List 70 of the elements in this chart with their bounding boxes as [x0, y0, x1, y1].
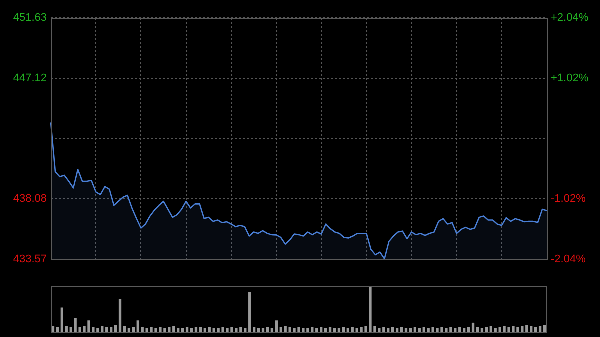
bar [476, 327, 480, 332]
bar [342, 327, 346, 332]
bar [543, 325, 546, 332]
bar [132, 327, 135, 332]
bar [248, 292, 252, 332]
bar [392, 327, 394, 332]
bar [280, 327, 282, 332]
bar [472, 322, 475, 332]
y2-tick-label: +1.02% [551, 72, 589, 84]
bar [65, 326, 68, 332]
bar [422, 327, 426, 332]
bar [396, 328, 399, 332]
bar [190, 328, 194, 332]
bar [324, 328, 328, 332]
y2-tick-label: +2.04% [551, 12, 589, 24]
bar [463, 328, 466, 332]
bar [467, 327, 470, 332]
y-tick-label: 438.08 [13, 193, 47, 206]
bar [266, 327, 270, 332]
bar [275, 320, 278, 332]
bar [262, 328, 265, 332]
bar [328, 327, 332, 332]
bar [414, 327, 417, 332]
bar [56, 327, 60, 332]
bar [252, 327, 256, 332]
bar [118, 299, 122, 332]
bar [490, 326, 492, 332]
bar [181, 328, 184, 332]
bar [204, 328, 206, 332]
bar [128, 328, 131, 332]
bar [400, 327, 404, 332]
bar [114, 325, 118, 332]
bar [387, 328, 390, 332]
bar [194, 327, 198, 332]
bar [110, 327, 113, 332]
bar [320, 327, 323, 332]
bar [244, 328, 247, 332]
y-tick-label: 433.57 [13, 253, 47, 266]
y2-tick-label: -1.02% [551, 193, 586, 206]
bar [409, 328, 412, 332]
bar [351, 327, 354, 332]
bar [534, 327, 538, 332]
bar [485, 327, 488, 332]
bar [101, 326, 104, 332]
bar [316, 328, 318, 332]
bar [458, 327, 462, 332]
bar [172, 326, 176, 332]
bar [186, 327, 189, 332]
bar [257, 328, 260, 332]
bar [123, 326, 126, 332]
bar [177, 328, 180, 332]
bar [60, 308, 64, 332]
bar [418, 328, 421, 332]
bar [480, 328, 484, 332]
bar [494, 328, 497, 332]
y-tick-label: 447.12 [13, 72, 47, 84]
bar [52, 326, 55, 332]
bar [538, 326, 542, 332]
bar [199, 327, 202, 332]
bar [136, 320, 140, 332]
bar [106, 327, 108, 332]
bar [208, 327, 211, 332]
bar [530, 326, 533, 332]
y2-tick-label: -2.04% [551, 253, 586, 266]
bar [270, 328, 274, 332]
bar [333, 328, 336, 332]
bar [346, 328, 350, 332]
bar [404, 328, 408, 332]
y-tick-label: 451.63 [13, 12, 47, 24]
bar [338, 328, 341, 332]
